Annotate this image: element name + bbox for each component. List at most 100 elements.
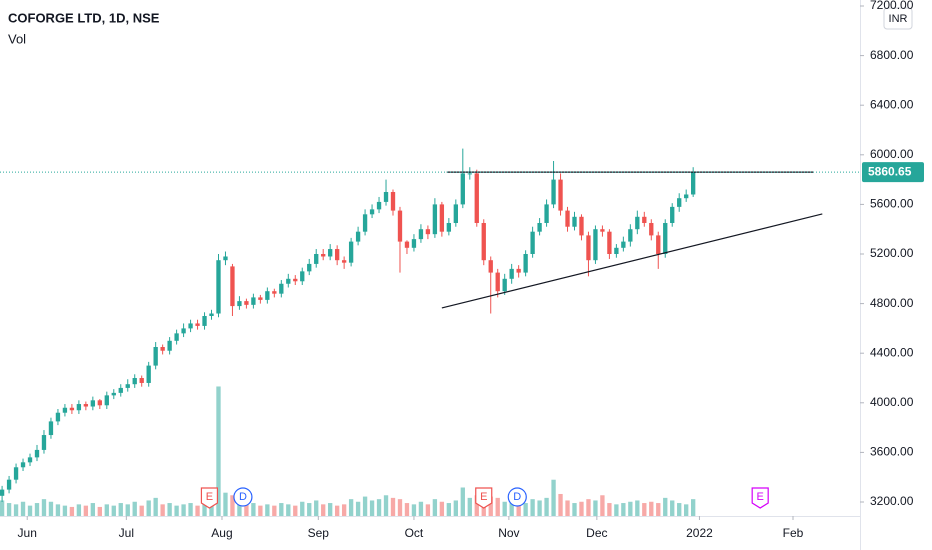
candle-body — [369, 209, 375, 215]
candle-body — [251, 297, 256, 305]
volume-bar — [6, 503, 12, 516]
candle-body — [125, 384, 130, 388]
x-tick-label: Feb — [783, 526, 804, 540]
volume-bar — [334, 505, 340, 516]
volume-bar — [544, 497, 549, 516]
candle-body — [307, 263, 312, 272]
candle-body — [328, 249, 333, 257]
candle-body — [516, 268, 521, 273]
volume-bar — [209, 499, 214, 516]
candle-body — [300, 271, 305, 282]
volume-bar — [558, 493, 563, 516]
candle-body — [216, 260, 221, 314]
volume-bar — [432, 499, 438, 516]
event-label: E — [206, 491, 213, 503]
candle-body — [202, 316, 207, 326]
volume-bar — [621, 503, 626, 516]
volume-bar — [383, 495, 389, 516]
candle-body — [230, 266, 235, 307]
candle-body — [635, 216, 640, 230]
volume-bar — [321, 504, 326, 516]
volume-bar — [244, 504, 249, 516]
candle-body — [188, 323, 193, 329]
volume-bar — [111, 505, 116, 516]
candle-body — [111, 392, 116, 396]
volume-bar — [118, 503, 123, 516]
volume-bar — [362, 496, 368, 516]
volume-bar — [523, 503, 528, 516]
candle-body — [167, 340, 172, 351]
y-tick-label: 5600.00 — [870, 197, 914, 211]
last-price-label: 5860.65 — [868, 164, 912, 178]
event-label: D — [239, 491, 247, 503]
volume-bar — [69, 506, 75, 516]
candle-body — [474, 173, 479, 223]
candle-body — [355, 231, 361, 242]
candle-body — [293, 278, 298, 282]
volume-bar — [425, 504, 431, 516]
candle-body — [265, 291, 270, 300]
volume-bar — [390, 497, 396, 516]
volume-bar — [572, 503, 577, 516]
candle-body — [132, 378, 137, 385]
volume-bar — [314, 500, 319, 516]
candle-body — [509, 268, 514, 279]
volume-bar — [502, 501, 507, 516]
candle-body — [572, 216, 577, 227]
x-tick-label: Aug — [211, 526, 232, 540]
candle-body — [209, 313, 214, 316]
volume-bar — [453, 500, 458, 516]
candle-body — [13, 467, 19, 480]
candle-body — [579, 216, 584, 236]
volume-bar — [48, 501, 54, 516]
candle-body — [237, 301, 242, 307]
y-tick-label: 6000.00 — [870, 147, 914, 161]
candle-body — [495, 272, 500, 292]
candle-body — [34, 449, 40, 458]
candle-body — [97, 400, 102, 406]
candle-body — [348, 241, 354, 263]
candle-body — [376, 201, 382, 210]
volume-bar — [286, 504, 291, 516]
volume-bar — [509, 503, 514, 516]
volume-bar — [670, 500, 675, 516]
volume-bar — [663, 497, 668, 516]
x-tick-label: Dec — [586, 526, 607, 540]
volume-bar — [495, 497, 500, 516]
volume-bar — [593, 500, 598, 516]
volume-bar — [146, 500, 151, 516]
y-tick-label: 4400.00 — [870, 345, 914, 359]
candle-body — [684, 194, 689, 199]
candle-body — [621, 241, 626, 248]
event-label: D — [513, 491, 521, 503]
volume-bar — [265, 504, 270, 516]
candle-body — [69, 407, 75, 411]
volume-bar — [300, 501, 305, 516]
volume-bar — [132, 501, 137, 516]
candle-body — [55, 412, 61, 422]
candle-body — [614, 247, 619, 254]
candle-body — [642, 216, 647, 223]
trend-line — [441, 213, 823, 309]
candle-body — [460, 173, 465, 205]
candle-body — [481, 223, 486, 261]
currency-badge[interactable] — [883, 7, 913, 30]
candle-body — [628, 229, 633, 242]
volume-bar — [635, 500, 640, 516]
candle-body — [334, 249, 340, 261]
volume-bar — [0, 500, 5, 516]
volume-bar — [195, 505, 200, 516]
event-marker — [233, 487, 253, 507]
candle-body — [279, 283, 284, 294]
candle-body — [446, 223, 452, 232]
candle-body — [607, 231, 612, 254]
volume-bar — [530, 499, 535, 516]
candle-body — [244, 301, 249, 305]
candle-body — [397, 210, 403, 242]
candle-body — [544, 204, 549, 223]
volume-bar — [677, 503, 682, 516]
volume-bar — [460, 487, 465, 516]
volume-bar — [188, 503, 193, 516]
volume-bar — [83, 505, 89, 516]
volume-bar — [341, 504, 347, 516]
